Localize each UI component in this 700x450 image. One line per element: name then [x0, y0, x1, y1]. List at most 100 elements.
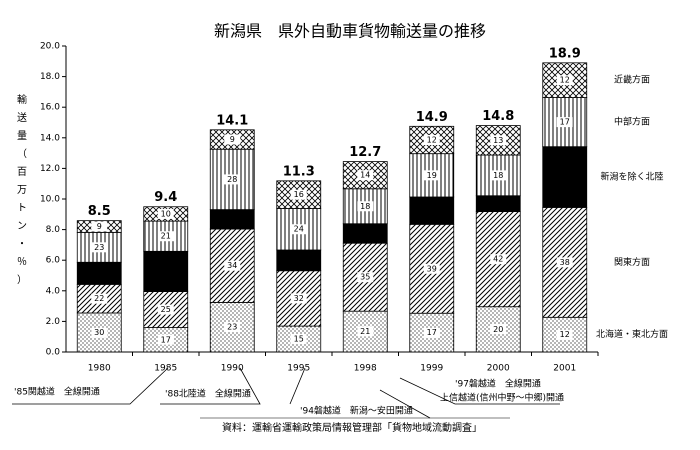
segment-label: 35: [360, 273, 370, 282]
x-tick-label: 2001: [553, 364, 576, 374]
segment-label: 16: [294, 190, 304, 199]
y-tick-label: 16.0: [40, 103, 60, 113]
segment-label: 20: [493, 325, 503, 334]
segment-label-bg: [490, 198, 507, 209]
annotation: 上信越道(信州中野～中郷)開通: [440, 392, 564, 404]
segment-label-bg: [490, 170, 507, 181]
segment-label-bg: [423, 263, 440, 274]
segment-label: 28: [227, 175, 237, 184]
segment-label: 12: [427, 206, 437, 215]
segment-label-bg: [91, 221, 108, 232]
segment-label-bg: [290, 293, 307, 304]
segment-label-bg: [91, 268, 108, 279]
segment-label-bg: [423, 205, 440, 216]
y-tick-label: 2.0: [46, 317, 61, 327]
y-tick-label: 20.0: [40, 42, 60, 52]
x-tick-label: 1995: [287, 364, 310, 374]
annotation: '94磐越道 新潟～安田開通: [300, 405, 413, 417]
segment-label-bg: [490, 324, 507, 335]
segment-label: 9: [97, 222, 102, 231]
legend-label: 近畿方面: [614, 74, 650, 86]
total-label: 18.9: [549, 46, 581, 61]
legend-label: 中部方面: [614, 116, 650, 128]
segment-label: 23: [94, 243, 104, 252]
segment-label: 21: [560, 173, 570, 182]
chart-title: 新潟県 県外自動車貨物輸送量の推移: [214, 22, 486, 41]
segment-label: 9: [230, 215, 235, 224]
segment-label-bg: [157, 304, 174, 315]
segment-label-bg: [91, 242, 108, 253]
segment-label: 42: [493, 255, 503, 264]
legend-label: 北海道・東北方面: [596, 328, 668, 340]
x-tick-label: 1999: [420, 364, 443, 374]
legend-label: 新潟を除く北陸: [600, 171, 663, 183]
total-label: 11.3: [283, 164, 315, 179]
segment-label: 7: [496, 199, 501, 208]
y-tick-label: 10.0: [40, 195, 60, 205]
segment-label-bg: [423, 327, 440, 338]
segment-label: 25: [161, 305, 171, 314]
y-tick-label: 8.0: [46, 225, 61, 235]
segment-label-bg: [290, 224, 307, 235]
segment-label: 24: [294, 225, 304, 234]
segment-label-bg: [490, 135, 507, 146]
segment-label-bg: [556, 257, 573, 268]
segment-label-bg: [357, 170, 374, 181]
y-tick-label: 12.0: [40, 164, 60, 174]
legend-label: 関東方面: [614, 256, 650, 268]
segment-label: 15: [294, 335, 304, 344]
segment-label-bg: [556, 172, 573, 183]
y-tick-label: 4.0: [46, 286, 61, 296]
segment-label-bg: [357, 326, 374, 337]
x-tick-label: 1998: [354, 364, 377, 374]
annotation: '97磐越道 全線開通: [455, 378, 541, 390]
segment-label: 21: [360, 327, 370, 336]
segment-label: 17: [94, 269, 104, 278]
segment-label: 19: [427, 171, 437, 180]
segment-label: 28: [161, 267, 171, 276]
segment-label-bg: [423, 170, 440, 181]
segment-label: 12: [427, 135, 437, 144]
segment-label-bg: [224, 174, 241, 185]
segment-label: 13: [493, 136, 503, 145]
segment-label-bg: [157, 334, 174, 345]
segment-label-bg: [423, 134, 440, 145]
segment-label: 17: [560, 118, 570, 127]
segment-label: 39: [427, 264, 437, 273]
segment-label-bg: [357, 201, 374, 212]
y-tick-label: 18.0: [40, 72, 60, 82]
segment-label: 17: [161, 335, 171, 344]
segment-label: 18: [360, 202, 370, 211]
x-tick-label: 1990: [221, 364, 244, 374]
total-label: 14.9: [416, 110, 448, 125]
y-tick-label: 6.0: [46, 256, 61, 266]
segment-label: 14: [360, 171, 370, 180]
segment-label-bg: [556, 117, 573, 128]
total-label: 9.4: [154, 190, 177, 205]
total-label: 14.8: [482, 109, 514, 124]
total-label: 12.7: [349, 145, 381, 160]
annotation: '85関越道 全線開通: [14, 386, 100, 398]
segment-label: 17: [427, 328, 437, 337]
segment-label-bg: [290, 334, 307, 345]
segment-label-bg: [224, 134, 241, 145]
total-label: 14.1: [216, 113, 248, 128]
x-tick-label: 1980: [88, 364, 111, 374]
segment-label: 18: [493, 171, 503, 180]
segment-label-bg: [357, 228, 374, 239]
source: 資料：運輸省運輸政策局情報管理部「貨物地域流動調査」: [222, 421, 482, 434]
segment-label: 22: [94, 294, 104, 303]
segment-label-bg: [157, 208, 174, 219]
segment-label: 12: [560, 330, 570, 339]
annotation-lines: [12, 367, 560, 419]
segment-label-bg: [556, 75, 573, 86]
segment-label: 30: [94, 328, 104, 337]
segment-label: 34: [227, 261, 237, 270]
segment-label: 9: [230, 135, 235, 144]
segment-label-bg: [224, 260, 241, 271]
segment-label: 10: [161, 209, 171, 218]
x-tick-label: 1985: [154, 364, 177, 374]
segment-label: 23: [227, 323, 237, 332]
y-tick-label: 14.0: [40, 133, 60, 143]
